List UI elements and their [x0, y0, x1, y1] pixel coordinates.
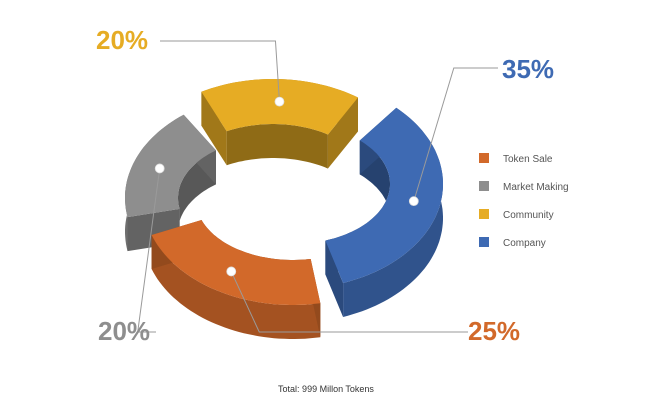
callout-dot-community — [274, 96, 285, 107]
legend-label-community: Community — [503, 210, 554, 221]
legend-swatch-market-making — [479, 181, 489, 191]
legend-label-token-sale: Token Sale — [503, 154, 553, 165]
callout-dot-token-sale — [226, 266, 237, 277]
value-label-token-sale: 25% — [468, 316, 520, 346]
callout-line-community — [160, 40, 280, 102]
legend-label-company: Company — [503, 238, 546, 249]
callout-line-company — [413, 67, 498, 202]
value-label-community: 20% — [96, 25, 148, 55]
chart-footer: Total: 999 Millon Tokens — [278, 384, 374, 394]
slice-token-sale-top — [151, 220, 321, 305]
legend-swatch-token-sale — [479, 153, 489, 163]
legend: Token Sale Market Making Community Company — [479, 153, 569, 249]
slices-group — [125, 79, 443, 339]
slice-token-sale-outer-wall — [151, 235, 321, 339]
slice-market-making — [125, 114, 216, 252]
callout-line-market-making — [137, 168, 161, 333]
slice-company-cap-end — [325, 240, 344, 317]
slice-community-cap-start — [201, 91, 227, 166]
value-label-market-making: 20% — [98, 316, 150, 346]
slice-community-inner-wall — [226, 124, 328, 169]
callouts-group: 25% 20% 20% 35% — [96, 25, 554, 346]
callout-dot-market-making — [154, 163, 165, 174]
legend-swatch-company — [479, 237, 489, 247]
value-label-company: 35% — [502, 54, 554, 84]
slice-company-top — [325, 107, 443, 283]
slice-community — [201, 79, 358, 169]
legend-label-market-making: Market Making — [503, 182, 569, 193]
callout-line-token-sale — [230, 271, 468, 333]
legend-swatch-community — [479, 209, 489, 219]
slice-company — [325, 107, 443, 317]
slice-community-top — [201, 79, 358, 135]
slice-market-making-top — [125, 114, 216, 218]
callout-dot-company — [408, 196, 419, 207]
slice-community-cap-end — [327, 97, 358, 169]
slice-company-outer-wall — [343, 107, 443, 317]
slice-token-sale — [151, 220, 321, 339]
